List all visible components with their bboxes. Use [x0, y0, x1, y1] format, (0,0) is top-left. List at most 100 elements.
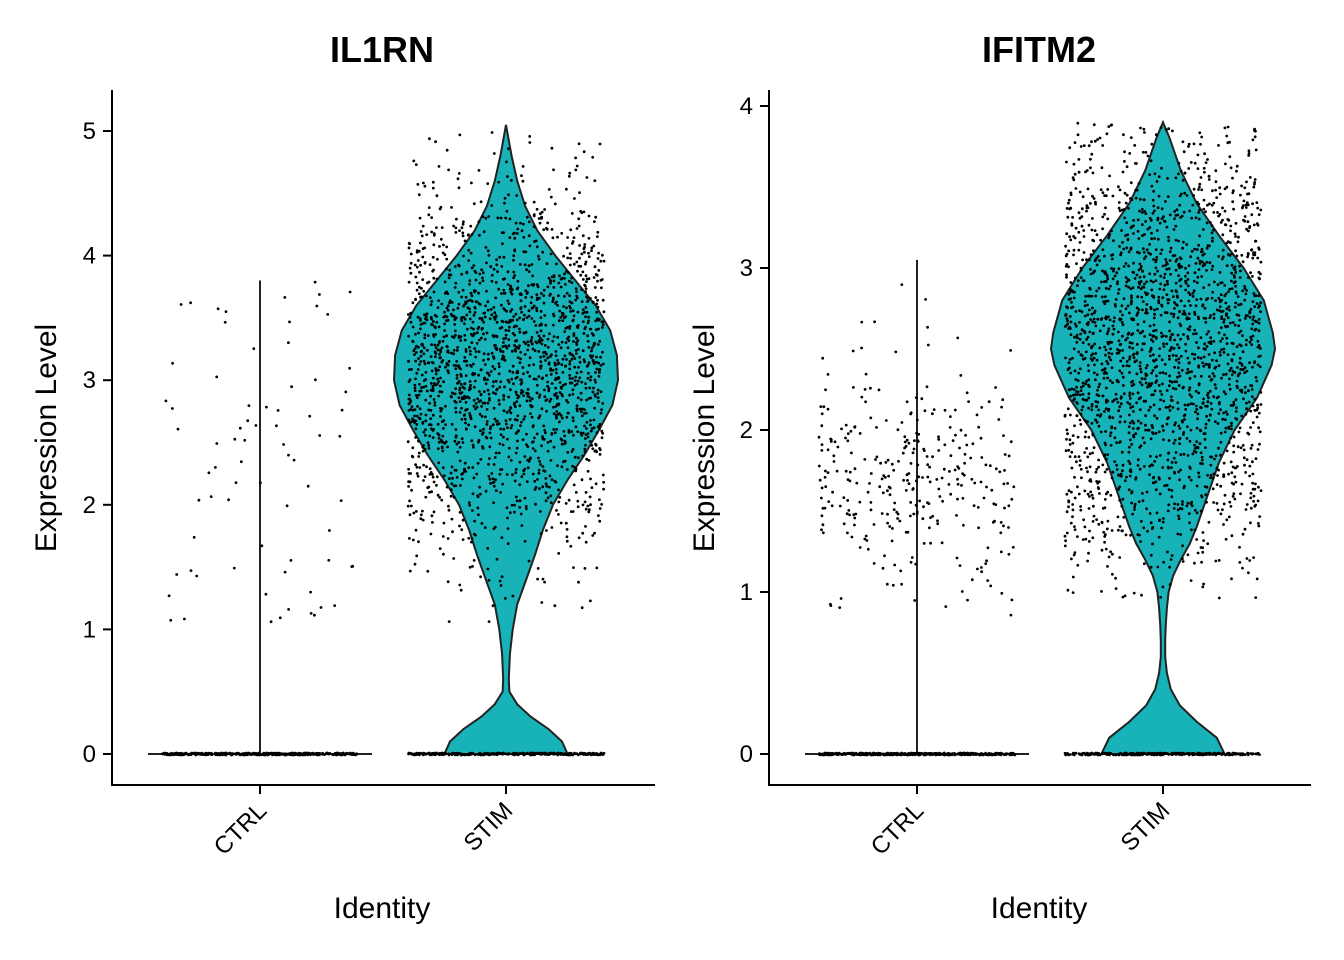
data-point [583, 447, 587, 451]
data-point [432, 480, 436, 484]
data-point [1239, 302, 1243, 306]
data-point [511, 364, 515, 368]
data-point [564, 283, 567, 286]
data-point [492, 267, 496, 271]
data-point [1154, 133, 1158, 137]
data-point [564, 441, 567, 445]
data-point [544, 399, 548, 402]
data-point [1146, 227, 1150, 231]
data-point [430, 323, 433, 326]
data-point [549, 292, 552, 296]
data-point [269, 620, 273, 624]
data-point [1152, 189, 1155, 193]
data-point [532, 363, 536, 366]
data-point [576, 396, 580, 400]
data-point [883, 476, 887, 479]
data-point [421, 449, 425, 453]
data-point [1192, 194, 1195, 197]
data-point [585, 427, 588, 430]
data-point [1149, 565, 1153, 569]
data-point [1203, 152, 1206, 156]
data-point [539, 316, 543, 319]
data-point [1157, 175, 1161, 179]
data-point [1107, 555, 1111, 559]
data-point [472, 202, 476, 206]
data-point [1214, 559, 1218, 563]
data-point [1003, 753, 1007, 756]
data-point [427, 280, 431, 284]
data-point [1207, 283, 1211, 287]
data-point [525, 443, 528, 446]
data-point [1144, 381, 1148, 385]
data-point [1064, 254, 1068, 258]
data-point [923, 409, 927, 413]
data-point [1099, 318, 1103, 321]
data-point [583, 752, 587, 756]
data-point [499, 433, 503, 436]
data-point [464, 300, 467, 304]
data-point [989, 584, 993, 588]
data-point [601, 753, 605, 756]
data-point [174, 751, 178, 755]
data-point [509, 406, 513, 410]
data-point [563, 752, 567, 756]
data-point [447, 371, 450, 375]
data-point [442, 419, 446, 422]
data-point [1213, 351, 1216, 355]
data-point [495, 420, 498, 423]
data-point [540, 323, 543, 327]
data-point [565, 415, 569, 419]
data-point [530, 317, 534, 320]
data-point [420, 373, 424, 377]
data-point [896, 517, 899, 520]
data-point [1238, 426, 1242, 430]
data-point [417, 753, 421, 757]
data-point [577, 536, 581, 540]
data-point [479, 399, 482, 402]
data-point [488, 374, 491, 377]
data-point [595, 431, 599, 434]
data-point [881, 566, 885, 570]
data-point [598, 448, 602, 452]
data-point [583, 284, 587, 288]
data-point [1224, 426, 1228, 430]
data-point [572, 262, 576, 266]
data-point [452, 348, 456, 352]
data-point [559, 316, 563, 319]
data-point [421, 509, 424, 513]
data-point [1193, 753, 1196, 756]
data-point [1207, 520, 1211, 524]
data-point [1179, 533, 1182, 536]
data-point [544, 491, 548, 495]
data-point [438, 547, 442, 550]
data-point [1075, 340, 1079, 344]
data-point [454, 401, 458, 404]
data-point [526, 445, 530, 448]
data-point [542, 228, 546, 232]
data-point [1127, 431, 1131, 435]
data-point [1153, 308, 1156, 312]
data-point [557, 361, 561, 365]
data-point [864, 534, 868, 538]
data-point [447, 304, 450, 308]
data-point [597, 514, 600, 517]
data-point [1168, 476, 1171, 480]
data-point [495, 258, 498, 262]
data-point [1071, 752, 1075, 756]
data-point [573, 379, 577, 382]
data-point [1111, 194, 1115, 198]
data-point [557, 294, 560, 298]
data-point [549, 279, 552, 283]
data-point [454, 367, 458, 371]
data-point [1176, 401, 1180, 405]
data-point [430, 300, 434, 303]
data-point [1177, 274, 1180, 278]
data-point [472, 313, 476, 317]
data-point [977, 526, 980, 530]
data-point [1151, 211, 1155, 215]
data-point [499, 491, 502, 494]
data-point [1135, 351, 1139, 354]
data-point [417, 451, 421, 455]
data-point [515, 318, 519, 322]
data-point [1163, 272, 1167, 276]
